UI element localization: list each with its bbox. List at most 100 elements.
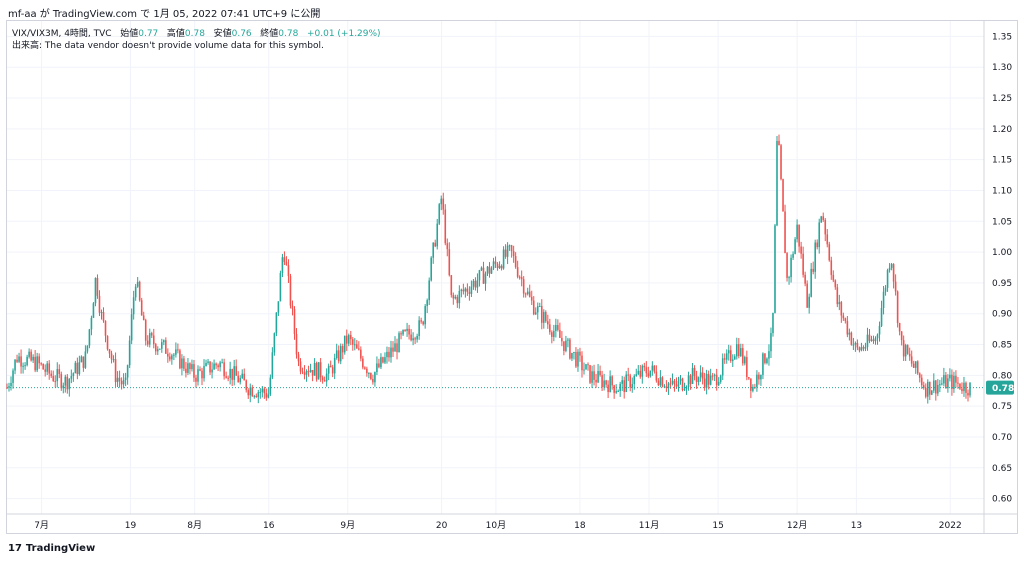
candle-body — [229, 368, 231, 378]
candle-body — [392, 347, 394, 352]
candle-body — [305, 371, 308, 375]
candle-body — [380, 357, 382, 368]
candle-body — [62, 385, 65, 389]
candle-body — [345, 335, 348, 344]
y-tick-label: 0.95 — [992, 279, 1012, 289]
candle-body — [508, 245, 511, 247]
candle-body — [136, 281, 139, 287]
candle-body — [924, 388, 927, 397]
candle-body — [94, 277, 97, 304]
candle-body — [752, 386, 754, 391]
candle-body — [124, 377, 127, 380]
candle-body — [474, 280, 477, 288]
candle-body — [269, 377, 272, 395]
volume-note: 出来高: The data vendor doesn't provide vol… — [12, 41, 324, 51]
candle-body — [16, 359, 18, 362]
candle-body — [52, 376, 55, 381]
candle-body — [126, 365, 129, 378]
brand-name: TradingView — [25, 543, 96, 554]
candle-body — [325, 373, 328, 382]
candle-body — [719, 375, 722, 382]
candle-body — [438, 204, 441, 224]
candle-body — [768, 351, 770, 359]
candle-body — [187, 363, 189, 373]
candle-body — [426, 300, 428, 307]
candle-body — [657, 380, 660, 386]
candle-body — [295, 333, 298, 355]
candle-body — [102, 312, 105, 321]
candle-body — [567, 339, 569, 341]
candle-body — [460, 289, 463, 291]
candle-body — [796, 224, 798, 240]
candle-body — [199, 369, 201, 371]
candle-body — [697, 377, 700, 383]
candle-body — [581, 355, 583, 371]
candle-body — [902, 340, 905, 357]
candle-body — [729, 350, 732, 361]
candle-body — [394, 343, 396, 352]
y-tick-label: 0.75 — [992, 402, 1012, 412]
candle-body — [313, 362, 316, 376]
candle-body — [480, 267, 483, 271]
candle-body — [699, 372, 702, 378]
candle-body — [231, 368, 233, 380]
candle-body — [34, 356, 36, 371]
candle-body — [689, 375, 692, 384]
candle-body — [834, 280, 837, 288]
candle-body — [780, 145, 782, 180]
candle-body — [68, 378, 71, 390]
candle-body — [721, 358, 724, 376]
candle-body — [679, 378, 682, 381]
candle-body — [593, 371, 595, 380]
candle-body — [955, 375, 957, 383]
candle-body — [98, 295, 101, 313]
candle-body — [44, 369, 46, 372]
x-tick-label: 20 — [436, 521, 448, 531]
candle-body — [154, 344, 157, 352]
candle-body — [723, 358, 726, 360]
candle-body — [587, 364, 589, 366]
candle-body — [195, 377, 197, 382]
symbol-label[interactable]: VIX/VIX3M, 4時間, TVC — [12, 29, 112, 39]
candle-body — [422, 321, 424, 325]
candle-body — [351, 339, 354, 345]
candle-body — [542, 312, 545, 323]
candle-body — [418, 320, 420, 337]
candle-body — [448, 249, 451, 276]
candle-body — [30, 351, 32, 361]
candle-body — [482, 267, 485, 284]
candle-body — [740, 348, 742, 356]
candle-body — [169, 356, 171, 360]
candle-body — [414, 338, 416, 340]
candle-body — [283, 257, 286, 262]
candle-body — [333, 358, 336, 374]
low-label: 安値 — [213, 29, 232, 39]
candle-body — [251, 387, 254, 397]
candle-body — [512, 251, 515, 257]
candle-body — [235, 366, 237, 376]
candle-body — [470, 286, 473, 294]
candle-body — [820, 216, 823, 223]
candle-body — [520, 277, 523, 280]
candle-body — [816, 242, 819, 248]
candle-body — [717, 381, 720, 386]
candle-body — [737, 344, 740, 356]
candle-body — [818, 222, 821, 248]
candle-body — [297, 354, 300, 362]
candle-body — [255, 395, 258, 398]
candle-body — [205, 362, 207, 366]
candle-body — [372, 378, 374, 383]
candle-body — [675, 384, 678, 387]
candle-body — [436, 223, 439, 247]
candle-body — [428, 280, 430, 301]
tradingview-brand[interactable]: 17 TradingView — [8, 543, 95, 554]
candle-body — [265, 393, 268, 398]
candle-body — [914, 361, 917, 368]
candle-body — [695, 376, 698, 383]
candle-body — [349, 335, 352, 340]
high-value: 0.78 — [184, 29, 205, 39]
chart-panel[interactable] — [6, 20, 1018, 534]
candle-body — [378, 363, 380, 368]
candle-body — [709, 375, 712, 385]
